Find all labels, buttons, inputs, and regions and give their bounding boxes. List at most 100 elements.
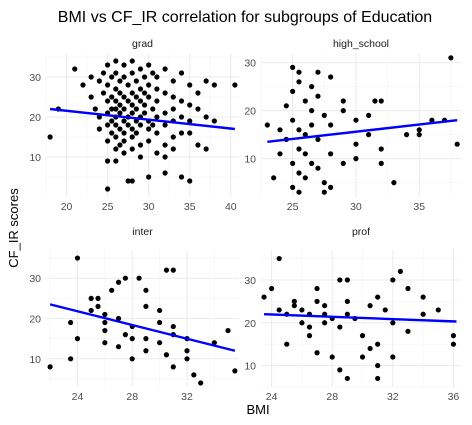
data-point <box>109 94 115 100</box>
data-point <box>121 94 127 100</box>
x-tick-label: 35 <box>413 201 425 213</box>
data-point <box>141 102 148 108</box>
data-point <box>365 112 372 118</box>
data-point <box>375 294 381 300</box>
data-point <box>109 74 115 80</box>
data-point <box>302 132 308 138</box>
data-point <box>129 134 135 140</box>
data-point <box>296 79 302 85</box>
facet-panel-grad: 20 25 30 35 40 10 20 30 grad <box>29 38 239 213</box>
data-point <box>353 156 359 162</box>
data-point <box>378 98 384 104</box>
x-tick-label: 35 <box>184 201 196 213</box>
data-point <box>375 362 381 369</box>
x-tick-label: 30 <box>350 201 362 213</box>
data-point <box>328 151 334 157</box>
data-point <box>420 311 426 317</box>
data-point <box>315 165 321 171</box>
data-point <box>211 340 217 346</box>
data-point <box>157 340 163 346</box>
data-point <box>178 114 185 120</box>
data-point <box>170 134 176 140</box>
data-point <box>129 146 135 152</box>
data-point <box>340 98 346 104</box>
data-point <box>450 333 457 339</box>
data-point <box>143 336 149 342</box>
data-point <box>100 70 107 76</box>
data-point <box>150 70 156 76</box>
data-point <box>170 364 176 370</box>
data-point <box>296 146 302 152</box>
data-point <box>232 82 238 88</box>
data-point <box>365 132 372 138</box>
data-point <box>178 70 185 76</box>
y-tick-label: 10 <box>29 354 41 366</box>
data-point <box>146 174 152 180</box>
data-point <box>187 102 193 108</box>
data-point <box>109 287 115 293</box>
x-axis-title: BMI <box>246 402 269 417</box>
data-point <box>115 344 122 350</box>
data-point <box>403 132 410 138</box>
data-point <box>133 106 139 112</box>
data-point <box>133 78 139 84</box>
data-point <box>162 122 168 128</box>
data-point <box>141 110 148 116</box>
x-tick-label: 28 <box>326 391 338 403</box>
data-point <box>88 295 94 301</box>
data-point <box>314 298 320 304</box>
x-tick-label: 36 <box>448 391 460 403</box>
data-point <box>137 98 144 104</box>
data-point <box>299 307 305 313</box>
data-point <box>195 90 201 96</box>
data-point <box>143 303 149 310</box>
data-point <box>195 142 201 148</box>
data-point <box>429 117 435 123</box>
data-point <box>102 311 108 318</box>
facet-label: prof <box>352 226 370 238</box>
data-point <box>143 348 149 354</box>
data-point <box>450 341 457 347</box>
x-tick-label: 28 <box>126 391 138 403</box>
data-point <box>121 138 127 144</box>
data-point <box>122 275 128 281</box>
data-point <box>321 112 327 118</box>
data-point <box>109 118 115 124</box>
data-point <box>121 74 127 80</box>
data-point <box>416 132 422 138</box>
x-tick-label: 24 <box>266 391 278 403</box>
data-point <box>178 174 185 180</box>
data-point <box>328 122 334 128</box>
data-point <box>154 130 160 136</box>
data-point <box>162 66 168 72</box>
regression-line <box>49 303 236 352</box>
data-point <box>102 340 108 346</box>
data-point <box>328 184 334 190</box>
facet-panel-high_school: 25 30 35 10 20 30 high_school <box>244 38 461 213</box>
data-point <box>170 106 176 112</box>
y-tick-label: 30 <box>244 275 256 287</box>
data-point <box>187 178 193 184</box>
data-point <box>146 138 152 144</box>
data-point <box>405 328 411 334</box>
data-point <box>117 78 123 84</box>
regression-line <box>267 119 458 143</box>
data-point <box>113 58 119 64</box>
y-tick-label: 10 <box>29 152 41 164</box>
data-point <box>296 189 302 195</box>
data-point <box>47 364 53 370</box>
data-point <box>80 82 86 88</box>
data-point <box>232 368 238 374</box>
data-point <box>129 70 135 76</box>
data-point <box>290 88 296 94</box>
facet-label: high_school <box>333 38 389 50</box>
data-point <box>109 106 115 112</box>
data-point <box>95 303 101 310</box>
data-point <box>309 108 315 114</box>
data-point <box>375 341 381 347</box>
data-point <box>146 62 152 68</box>
data-point <box>113 146 119 152</box>
data-point <box>391 180 397 186</box>
data-point <box>291 303 297 309</box>
data-point <box>117 126 123 132</box>
